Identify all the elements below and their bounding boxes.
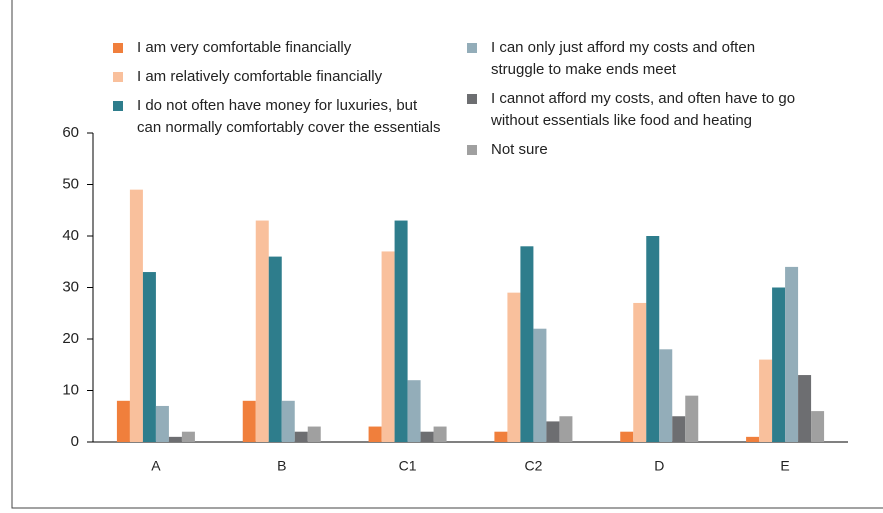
legend-label: I am relatively comfortable financially: [137, 68, 383, 85]
bar: [155, 405, 169, 442]
bar: [646, 236, 660, 442]
bar: [559, 416, 573, 442]
bar: [433, 426, 447, 442]
legend-label: Not sure: [491, 141, 548, 158]
bar: [520, 246, 534, 442]
frame: [11, 0, 883, 509]
legend-swatch: [113, 72, 123, 82]
bar: [494, 431, 508, 442]
bar: [620, 431, 634, 442]
bar: [785, 266, 799, 442]
bar: [307, 426, 321, 442]
bar: [168, 436, 182, 442]
legend-label: I can only just afford my costs and ofte…: [491, 39, 759, 78]
bar: [381, 251, 395, 442]
x-tick-label: C1: [399, 458, 417, 474]
y-tick-label: 50: [62, 175, 79, 192]
bar: [242, 400, 256, 442]
bar: [759, 359, 773, 442]
bar: [394, 220, 408, 442]
y-tick-label: 10: [62, 381, 79, 398]
bar: [811, 411, 825, 442]
x-tick-label: B: [277, 458, 286, 474]
y-tick-label: 40: [62, 227, 79, 244]
bar: [507, 292, 521, 442]
bar: [420, 431, 434, 442]
bar: [633, 302, 647, 442]
x-tick-label: A: [151, 458, 161, 474]
x-tick-label: E: [780, 458, 789, 474]
bar: [533, 328, 547, 442]
bar: [116, 400, 130, 442]
bar: [772, 287, 786, 442]
bar: [142, 272, 156, 442]
legend-label: I cannot afford my costs, and often have…: [490, 90, 799, 129]
bar: [294, 431, 308, 442]
bar: [129, 189, 143, 442]
bar: [746, 436, 760, 442]
bar: [255, 220, 269, 442]
bar: [798, 375, 812, 442]
legend-swatch: [113, 43, 123, 53]
bar: [281, 400, 295, 442]
bar: [659, 349, 673, 442]
y-tick-label: 0: [71, 433, 79, 450]
legend-swatch: [467, 145, 477, 155]
y-tick-label: 20: [62, 330, 79, 347]
x-tick-label: C2: [524, 458, 542, 474]
bar: [368, 426, 382, 442]
legend-label: I am very comfortable financially: [137, 39, 352, 56]
legend-swatch: [467, 43, 477, 53]
bar: [685, 395, 699, 442]
legend-label: I do not often have money for luxuries, …: [137, 97, 440, 136]
bar: [407, 380, 421, 442]
y-tick-label: 30: [62, 278, 79, 295]
bar: [268, 256, 282, 442]
x-tick-label: D: [654, 458, 664, 474]
bar: [672, 416, 686, 442]
legend-swatch: [113, 101, 123, 111]
bar: [546, 421, 560, 442]
bar: [181, 431, 195, 442]
y-tick-label: 60: [62, 124, 79, 141]
legend-swatch: [467, 94, 477, 104]
